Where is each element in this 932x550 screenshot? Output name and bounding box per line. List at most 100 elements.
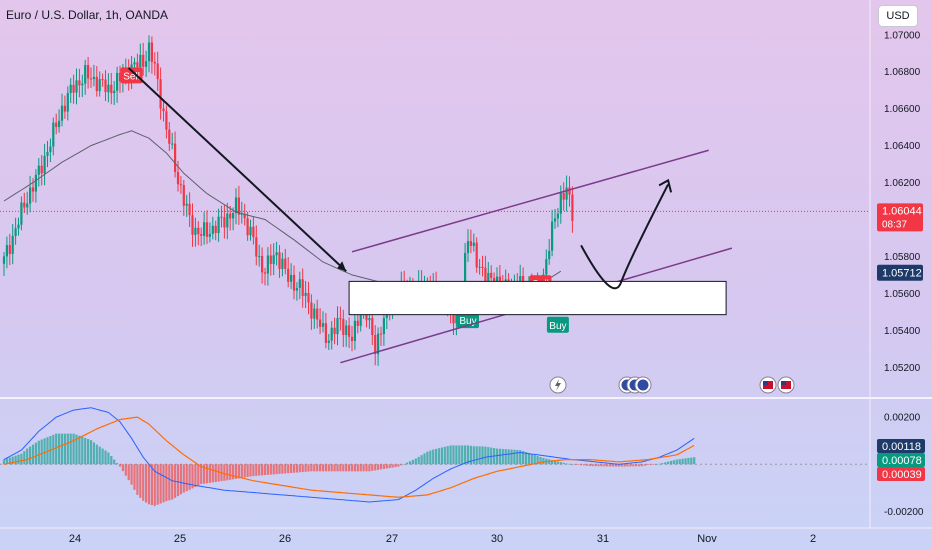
candle-down[interactable] — [292, 265, 296, 300]
currency-button[interactable]: USD — [878, 5, 918, 27]
candle-up[interactable] — [272, 243, 275, 276]
candle-down[interactable] — [179, 176, 182, 194]
candle-up[interactable] — [234, 188, 238, 225]
candle-down[interactable] — [205, 210, 209, 245]
candle-down[interactable] — [63, 95, 66, 119]
candle-down[interactable] — [310, 294, 313, 330]
candle-up[interactable] — [113, 80, 116, 105]
candle-up[interactable] — [34, 169, 37, 203]
candle-up[interactable] — [116, 66, 119, 103]
price-scale[interactable]: 1.07000 1.06800 1.06600 1.06400 1.06200 1.058… — [869, 0, 925, 528]
candle-up[interactable] — [258, 244, 261, 267]
candle-up[interactable] — [377, 327, 380, 366]
candle-down[interactable] — [278, 245, 281, 278]
candle-down[interactable] — [475, 237, 478, 273]
candle-up[interactable] — [37, 158, 40, 187]
zone-rectangle[interactable] — [348, 280, 727, 316]
candle-down[interactable] — [261, 247, 264, 284]
candle-down[interactable] — [40, 154, 43, 186]
candle-down[interactable] — [23, 192, 26, 213]
candle-up[interactable] — [52, 117, 55, 156]
candle-down[interactable] — [110, 72, 113, 105]
candle-down[interactable] — [269, 244, 272, 276]
candle-up[interactable] — [66, 86, 69, 121]
oscillator-pane[interactable] — [0, 407, 870, 506]
candle-up[interactable] — [171, 132, 174, 150]
candle-down[interactable] — [379, 326, 383, 346]
candle-up[interactable] — [46, 140, 49, 168]
candle-down[interactable] — [252, 216, 255, 245]
candle-up[interactable] — [92, 64, 95, 87]
candle-down[interactable] — [182, 179, 185, 216]
candle-down[interactable] — [150, 36, 153, 74]
candle-down[interactable] — [188, 192, 191, 228]
candle-down[interactable] — [159, 67, 162, 120]
candle-down[interactable] — [374, 325, 377, 366]
candle-down[interactable] — [301, 268, 304, 308]
candle-up[interactable] — [298, 271, 301, 300]
candle-up[interactable] — [553, 208, 557, 229]
candle-up[interactable] — [107, 73, 110, 103]
candle-up[interactable] — [556, 207, 559, 228]
candle-up[interactable] — [17, 217, 20, 236]
candle-down[interactable] — [95, 66, 98, 97]
candle-down[interactable] — [255, 225, 258, 266]
candle-up[interactable] — [336, 306, 339, 346]
us-flag-icon[interactable] — [777, 376, 795, 394]
candle-down[interactable] — [342, 309, 345, 347]
candle-up[interactable] — [559, 185, 562, 224]
candle-down[interactable] — [153, 52, 156, 76]
candle-up[interactable] — [14, 217, 17, 245]
candle-up[interactable] — [58, 109, 61, 133]
candle-down[interactable] — [101, 73, 104, 87]
candle-up[interactable] — [249, 219, 252, 241]
candle-up[interactable] — [472, 233, 475, 252]
candle-down[interactable] — [571, 186, 574, 233]
candle-down[interactable] — [316, 299, 319, 329]
candle-down[interactable] — [287, 257, 290, 288]
candle-down[interactable] — [339, 306, 342, 331]
candle-down[interactable] — [87, 56, 90, 89]
candle-down[interactable] — [89, 67, 93, 88]
buy-signal-badge[interactable] — [546, 316, 569, 333]
candle-down[interactable] — [307, 281, 310, 315]
candle-down[interactable] — [319, 308, 322, 335]
drawings[interactable] — [128, 67, 795, 394]
candle-down[interactable] — [350, 325, 354, 352]
candle-down[interactable] — [8, 233, 11, 266]
candle-up[interactable] — [211, 216, 214, 240]
eu-flag-icon[interactable] — [634, 376, 652, 394]
candle-up[interactable] — [29, 175, 32, 213]
candle-up[interactable] — [2, 251, 6, 276]
candle-up[interactable] — [43, 143, 46, 186]
candle-down[interactable] — [200, 227, 203, 247]
candle-down[interactable] — [104, 70, 107, 101]
candle-up[interactable] — [98, 71, 101, 97]
candle-down[interactable] — [562, 182, 565, 211]
candle-up[interactable] — [60, 93, 64, 127]
candle-up[interactable] — [353, 308, 356, 350]
candle-up[interactable] — [290, 263, 293, 290]
candle-down[interactable] — [197, 221, 200, 246]
candle-down[interactable] — [348, 317, 351, 348]
candle-up[interactable] — [466, 229, 470, 262]
candle-down[interactable] — [174, 131, 177, 178]
candle-down[interactable] — [263, 267, 267, 286]
candle-down[interactable] — [78, 68, 81, 98]
candle-up[interactable] — [194, 217, 197, 247]
channel-upper-line[interactable] — [351, 149, 709, 253]
candle-up[interactable] — [266, 247, 269, 286]
candle-up[interactable] — [11, 224, 14, 265]
candle-up[interactable] — [147, 35, 151, 73]
candle-up[interactable] — [345, 320, 348, 347]
candle-down[interactable] — [168, 121, 171, 152]
candle-up[interactable] — [330, 321, 333, 350]
candle-up[interactable] — [84, 59, 87, 95]
candle-up[interactable] — [26, 191, 29, 215]
candle-down[interactable] — [220, 205, 223, 228]
candle-down[interactable] — [118, 65, 122, 93]
candle-down[interactable] — [481, 255, 484, 277]
candle-down[interactable] — [156, 51, 159, 91]
candle-down[interactable] — [284, 248, 287, 275]
